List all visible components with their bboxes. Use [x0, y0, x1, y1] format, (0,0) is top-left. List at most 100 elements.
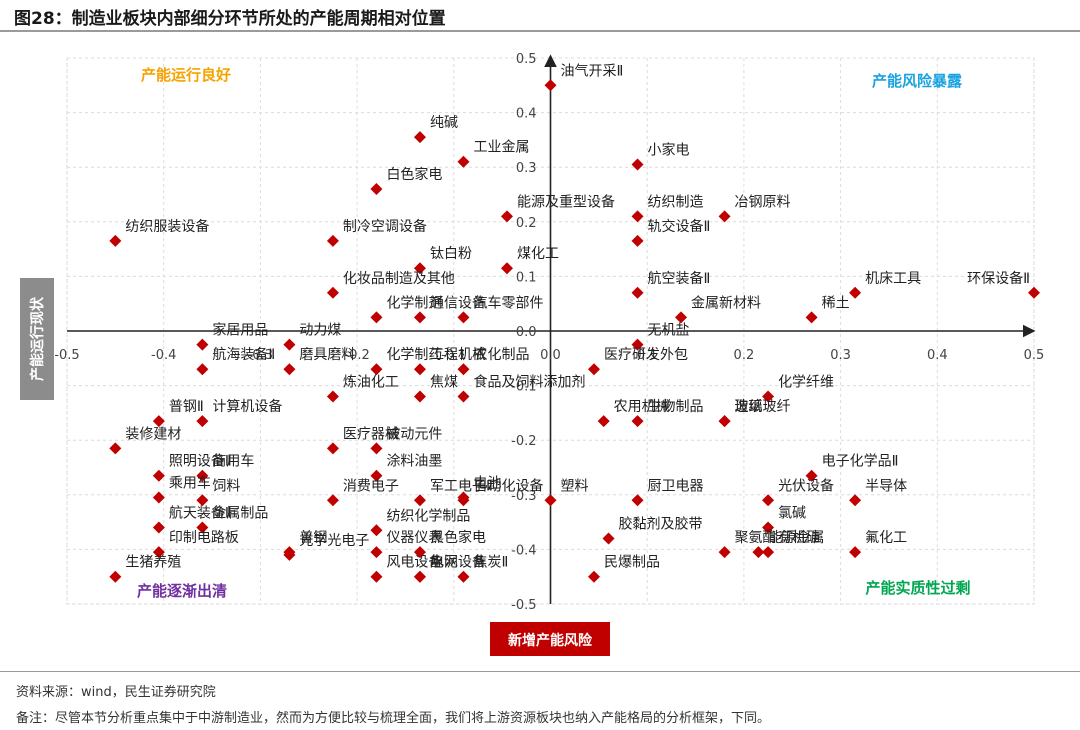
data-point-label: 医疗研发外包: [604, 347, 688, 363]
data-point-marker: [196, 363, 209, 376]
data-point-label: 氟化工: [865, 530, 907, 546]
data-point-marker: [1028, 286, 1040, 299]
data-point-marker: [500, 210, 513, 223]
data-point-marker: [326, 234, 339, 247]
y-tick-label: 0.2: [516, 216, 537, 231]
data-point-label: 汽车零部件: [473, 294, 543, 311]
y-tick-label: -0.1: [511, 380, 536, 395]
data-point-label: 化妆品制造及其他: [343, 271, 455, 287]
y-tick-label: -0.3: [511, 489, 536, 504]
data-point-label: 氯碱: [778, 506, 806, 522]
data-point-marker: [413, 494, 426, 507]
data-point-label: 纺织服装设备: [125, 218, 209, 235]
data-point-label: 工程机械: [430, 347, 486, 363]
data-point-label: 工业金属: [473, 140, 529, 156]
data-point-label: 机床工具: [865, 271, 921, 287]
data-point-marker: [457, 491, 470, 504]
y-tick-label: -0.4: [511, 543, 536, 558]
source-note: 资料来源：wind，民生证券研究院: [16, 685, 216, 700]
data-point-marker: [370, 570, 383, 583]
x-tick-label: -0.2: [344, 348, 369, 363]
y-tick-label: 0.4: [516, 107, 537, 122]
figure-title: 图28：制造业板块内部细分环节所处的产能周期相对位置: [14, 9, 446, 29]
data-point-marker: [152, 521, 165, 534]
data-point-label: 普钢Ⅱ: [169, 399, 204, 415]
y-tick-label: -0.2: [511, 434, 536, 449]
title-divider: [0, 30, 1080, 32]
data-point-label: 化学制药: [386, 347, 442, 363]
data-point-label: 农用机械: [614, 399, 670, 415]
data-point-label: 农化制品: [473, 347, 529, 363]
data-point-label: 化学纤维: [778, 375, 834, 391]
data-point-marker: [283, 363, 296, 376]
data-point-marker: [849, 286, 862, 299]
data-point-label: 自动化设备: [473, 477, 543, 494]
data-point-marker: [631, 415, 644, 428]
data-point-label: 塑料: [561, 478, 589, 494]
data-point-marker: [370, 524, 383, 537]
data-point-label: 涂料油墨: [386, 454, 442, 470]
data-point-marker: [370, 363, 383, 376]
x-axis-title: 新增产能风险: [490, 622, 610, 656]
data-point-marker: [544, 494, 557, 507]
data-point-marker: [588, 570, 601, 583]
data-points: [109, 79, 1040, 583]
quadrant-label-bottom-left: 产能逐渐出清: [137, 582, 227, 600]
y-axis-title-text: 产能运行现状: [29, 296, 46, 381]
data-point-marker: [457, 155, 470, 168]
x-tick-label: -0.3: [248, 348, 273, 363]
data-point-label: 生物制品: [648, 399, 704, 415]
x-tick-label: -0.4: [151, 348, 176, 363]
data-point-label: 聚氨酯: [735, 530, 777, 546]
y-tick-label: -0.5: [511, 598, 536, 613]
data-point-label: 航海装备Ⅱ: [212, 346, 275, 363]
data-point-label: 纺织制造: [648, 194, 704, 210]
data-point-label: 医疗器械: [343, 426, 399, 442]
data-point-label: 黑色家电: [430, 529, 486, 546]
data-point-label: 纺织化学制品: [386, 508, 470, 524]
data-point-marker: [283, 338, 296, 351]
data-point-marker: [457, 363, 470, 376]
data-point-label: 胶黏剂及胶带: [619, 515, 703, 532]
x-tick-label: -0.1: [441, 348, 466, 363]
data-point-marker: [196, 338, 209, 351]
data-point-marker: [326, 390, 339, 403]
data-point-label: 军工电子Ⅱ: [430, 478, 493, 494]
data-point-label: 白色家电: [386, 166, 442, 183]
data-point-marker: [457, 570, 470, 583]
data-point-marker: [457, 311, 470, 324]
data-point-label: 动力煤: [299, 323, 341, 339]
data-point-label: 玻璃玻纤: [735, 398, 791, 415]
data-point-label: 水泥: [430, 555, 458, 571]
data-point-marker: [457, 390, 470, 403]
data-point-label: 金属制品: [212, 506, 268, 522]
data-point-label: 消费电子: [343, 478, 399, 494]
data-point-label: 普钢: [299, 530, 327, 546]
data-point-marker: [631, 338, 644, 351]
data-point-label: 航天装备Ⅱ: [169, 505, 232, 522]
data-point-label: 环保设备Ⅱ: [967, 270, 1030, 287]
data-point-marker: [718, 210, 731, 223]
data-point-marker: [326, 494, 339, 507]
data-point-marker: [326, 442, 339, 455]
data-point-marker: [370, 546, 383, 559]
data-point-marker: [675, 311, 688, 324]
data-point-marker: [196, 415, 209, 428]
data-point-label: 计算机设备: [212, 398, 282, 415]
data-point-label: 能源金属: [768, 530, 824, 546]
data-point-marker: [413, 390, 426, 403]
x-tick-label: 0.2: [734, 348, 755, 363]
data-point-label: 通信设备: [430, 294, 486, 311]
y-axis-title: 产能运行现状: [20, 278, 54, 400]
data-point-marker: [413, 570, 426, 583]
y-tick-label: 0.3: [516, 161, 537, 176]
data-point-label: 家居用品: [212, 322, 268, 339]
data-point-marker: [597, 415, 610, 428]
data-point-marker: [413, 131, 426, 144]
axes: [67, 54, 1036, 604]
data-point-label: 商用车: [212, 453, 254, 470]
data-point-marker: [631, 494, 644, 507]
data-point-marker: [718, 415, 731, 428]
data-point-marker: [152, 415, 165, 428]
x-tick-label: 0.1: [637, 348, 658, 363]
